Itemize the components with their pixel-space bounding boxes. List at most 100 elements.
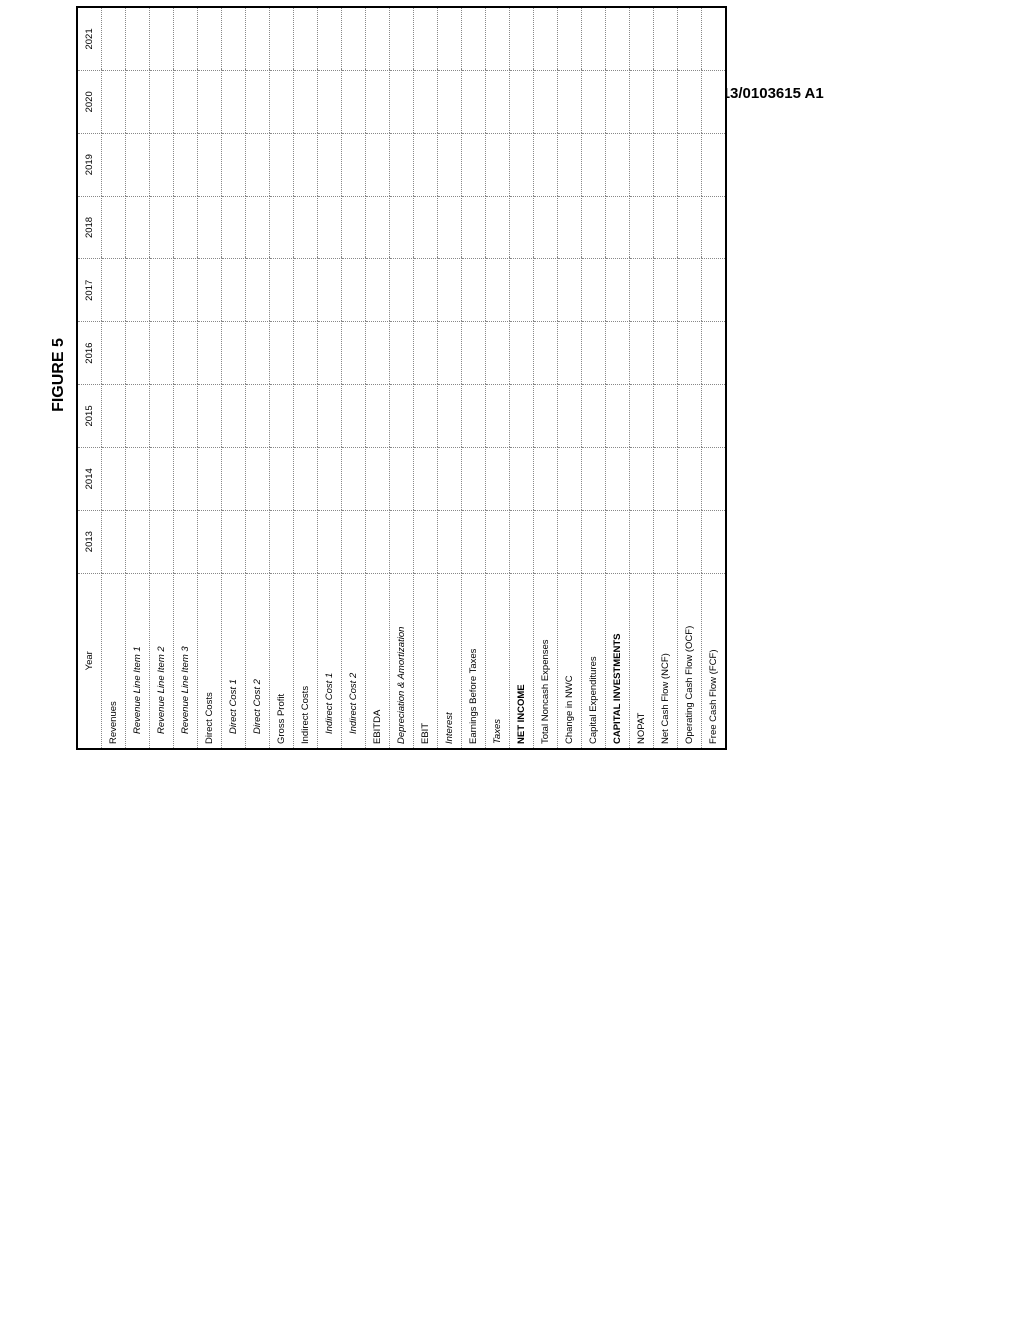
data-cell (702, 385, 727, 448)
row-label: Revenue Line Item 1 (126, 573, 150, 749)
data-cell (102, 259, 126, 322)
data-cell (606, 7, 630, 70)
data-cell (222, 322, 246, 385)
data-cell (102, 510, 126, 573)
row-label: EBIT (414, 573, 438, 749)
data-cell (438, 510, 462, 573)
year-header: 2015 (77, 385, 102, 448)
data-cell (630, 196, 654, 259)
data-cell (582, 385, 606, 448)
data-cell (174, 510, 198, 573)
data-cell (150, 447, 174, 510)
data-cell (222, 385, 246, 448)
row-label: Revenue Line Item 2 (150, 573, 174, 749)
data-cell (606, 447, 630, 510)
table-row: EBITDA (366, 7, 390, 749)
data-cell (126, 133, 150, 196)
data-cell (390, 7, 414, 70)
table-row: Year201320142015201620172018201920202021 (77, 7, 102, 749)
data-cell (270, 133, 294, 196)
data-cell (414, 133, 438, 196)
data-cell (318, 447, 342, 510)
data-cell (390, 70, 414, 133)
table-row: NOPAT (630, 7, 654, 749)
data-cell (342, 259, 366, 322)
data-cell (270, 510, 294, 573)
data-cell (438, 70, 462, 133)
data-cell (150, 510, 174, 573)
year-header: 2018 (77, 196, 102, 259)
data-cell (270, 259, 294, 322)
data-cell (486, 196, 510, 259)
row-label: Indirect Cost 2 (342, 573, 366, 749)
data-cell (678, 510, 702, 573)
data-cell (366, 7, 390, 70)
data-cell (318, 385, 342, 448)
data-cell (150, 7, 174, 70)
table-row: Revenue Line Item 3 (174, 7, 198, 749)
data-cell (150, 70, 174, 133)
table-row: Revenue Line Item 1 (126, 7, 150, 749)
data-cell (198, 322, 222, 385)
data-cell (222, 7, 246, 70)
data-cell (270, 322, 294, 385)
data-cell (198, 510, 222, 573)
data-cell (366, 259, 390, 322)
data-cell (558, 133, 582, 196)
data-cell (342, 447, 366, 510)
data-cell (294, 7, 318, 70)
data-cell (510, 196, 534, 259)
data-cell (582, 322, 606, 385)
table-row: Revenue Line Item 2 (150, 7, 174, 749)
data-cell (582, 196, 606, 259)
data-cell (366, 447, 390, 510)
data-cell (414, 70, 438, 133)
table-row: Interest (438, 7, 462, 749)
table-row: Free Cash Flow (FCF) (702, 7, 727, 749)
data-cell (678, 133, 702, 196)
row-label: NET INCOME (510, 573, 534, 749)
data-cell (390, 259, 414, 322)
row-label: Year (77, 573, 102, 749)
data-cell (126, 510, 150, 573)
data-cell (486, 7, 510, 70)
data-cell (126, 322, 150, 385)
data-cell (198, 7, 222, 70)
data-cell (462, 133, 486, 196)
data-cell (630, 385, 654, 448)
data-cell (678, 447, 702, 510)
data-cell (126, 385, 150, 448)
data-cell (414, 510, 438, 573)
data-cell (510, 70, 534, 133)
data-cell (462, 322, 486, 385)
data-cell (126, 447, 150, 510)
data-cell (102, 70, 126, 133)
data-cell (294, 70, 318, 133)
data-cell (318, 7, 342, 70)
row-label: EBITDA (366, 573, 390, 749)
data-cell (102, 447, 126, 510)
data-cell (702, 259, 727, 322)
data-cell (222, 70, 246, 133)
data-cell (510, 510, 534, 573)
data-cell (342, 510, 366, 573)
data-cell (294, 322, 318, 385)
data-cell (678, 70, 702, 133)
table-row: Operating Cash Flow (OCF) (678, 7, 702, 749)
data-cell (294, 196, 318, 259)
table-row: Direct Cost 1 (222, 7, 246, 749)
data-cell (174, 385, 198, 448)
data-cell (222, 259, 246, 322)
data-cell (606, 133, 630, 196)
data-cell (366, 133, 390, 196)
data-cell (150, 133, 174, 196)
data-cell (462, 385, 486, 448)
data-cell (102, 7, 126, 70)
row-label: Direct Costs (198, 573, 222, 749)
data-cell (342, 196, 366, 259)
data-cell (198, 259, 222, 322)
data-cell (534, 447, 558, 510)
row-label: Free Cash Flow (FCF) (702, 573, 727, 749)
data-cell (654, 385, 678, 448)
data-cell (702, 133, 727, 196)
